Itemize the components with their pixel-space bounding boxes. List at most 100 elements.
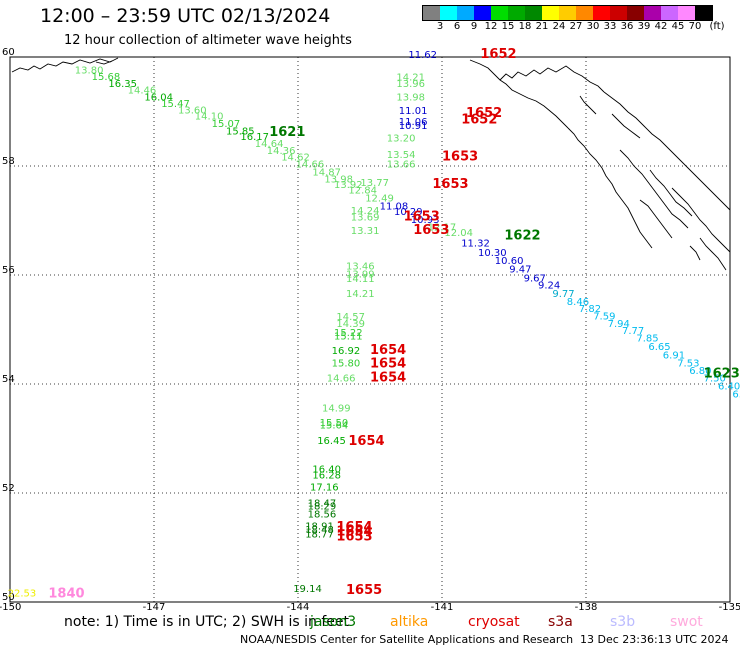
wave-height-label: 16.28 (312, 470, 341, 481)
wave-height-label: 6.65 (648, 342, 670, 353)
colorbar-label: 42 (654, 21, 668, 32)
colorbar-label: 36 (620, 21, 634, 32)
wave-height-label: 13.69 (351, 213, 380, 224)
wave-height-label: 14.11 (346, 274, 375, 285)
wave-height-label: 14.10 (195, 112, 224, 123)
colorbar-box (610, 6, 627, 20)
colorbar-unit: (ft) (709, 21, 725, 32)
wave-height-label: 16.40 (312, 464, 341, 475)
colorbar-label: 33 (603, 21, 617, 32)
wave-height-label: 10.29 (394, 207, 423, 218)
colorbar-box (457, 6, 474, 20)
wave-height-label: 13.98 (324, 174, 353, 185)
wave-height-label: 7.82 (579, 304, 601, 315)
colorbar-box (661, 6, 678, 20)
wave-height-label: 12.04 (444, 228, 473, 239)
wave-height-label: 16.92 (332, 346, 361, 357)
satellite-legend-item: jason3 (310, 614, 357, 630)
colorbar-box (644, 6, 661, 20)
pass-time-label: 1655 (346, 583, 382, 598)
lat-tick-label: 58 (2, 156, 15, 167)
wave-height-label: 7.53 (677, 359, 699, 370)
map-frame (9, 56, 731, 603)
wave-height-label: 11.32 (461, 239, 490, 250)
colorbar-label: 24 (552, 21, 566, 32)
wave-height-label: 12.17 (428, 222, 457, 233)
wave-height-label: 13.80 (75, 65, 104, 76)
colorbar-label: 30 (586, 21, 600, 32)
pass-time-label: 1623 (704, 366, 740, 381)
wave-height-label: 11.62 (408, 50, 437, 61)
colorbar-box (576, 6, 593, 20)
satellite-legend-item: cryosat (468, 614, 520, 630)
wave-height-label: 14.21 (396, 72, 425, 83)
wave-height-label: 14.64 (255, 139, 284, 150)
page-subtitle: 12 hour collection of altimeter wave hei… (64, 33, 352, 48)
wave-height-label: 6.80 (689, 366, 711, 377)
wave-height-label: 6.25 (732, 390, 740, 401)
axis-labels: 60 58 56 54 52 50-150 -147 -144 -141 -138 -135 (0, 47, 740, 613)
wave-height-label: 13.66 (387, 160, 416, 171)
wave-height-label: 18.91 (305, 522, 334, 533)
wave-height-label: 13.96 (396, 79, 425, 90)
pass-time-label: 1652 (480, 47, 516, 62)
wave-height-label: 12.49 (365, 193, 394, 204)
colorbar-label: 21 (535, 21, 549, 32)
colorbar (422, 5, 713, 21)
wave-height-label: 10.30 (478, 248, 507, 259)
colorbar-label: 9 (470, 21, 478, 32)
wave-height-label: 18.47 (308, 499, 337, 510)
pass-time-label: 1840 (48, 587, 84, 602)
wave-height-label: 14.87 (312, 167, 341, 178)
wave-height-label: 15.11 (334, 331, 363, 342)
pass-time-label: 1653 (442, 150, 478, 165)
wave-height-label: 13.60 (178, 106, 207, 117)
pass-time-label: 1654 (348, 434, 384, 449)
colorbar-box (542, 6, 559, 20)
wave-height-label: 11.01 (399, 106, 428, 117)
credit-date: 13 Dec 23:36:13 UTC 2024 (580, 633, 729, 646)
colorbar-box (678, 6, 695, 20)
pass-time-label: 1653 (413, 223, 449, 238)
pass-time-label: 1653 (404, 210, 440, 225)
wave-height-label: 10.91 (399, 121, 428, 132)
wave-height-label: 13.92 (334, 180, 363, 191)
lon-tick-label: -144 (287, 602, 310, 613)
lat-tick-label: 60 (2, 47, 15, 58)
wave-height-label: 14.66 (296, 160, 325, 171)
wave-height-label: 22.53 (8, 589, 37, 600)
satellite-legend-item: s3a (548, 614, 573, 630)
pass-time-label: 1652 (466, 106, 502, 121)
wave-height-label: 18.29 (308, 501, 337, 512)
wave-height-label: 7.59 (593, 312, 615, 323)
wave-height-observations: 13.8015.6816.3514.4616.0415.4713.6014.10… (8, 50, 740, 599)
colorbar-labels: 3 6 9 12 15 18 21 24 27 30 33 36 39 42 45 70 (ft) (422, 21, 740, 33)
wave-height-label: 13.77 (360, 178, 389, 189)
pass-time-label: 1654 (336, 525, 372, 540)
wave-height-label: 19.14 (293, 584, 322, 595)
colorbar-label: 15 (501, 21, 515, 32)
wave-height-label: 18.56 (308, 510, 337, 521)
wave-height-label: 15.64 (320, 421, 349, 432)
wave-height-label: 6.40 (718, 381, 740, 392)
wave-height-label: 12.84 (348, 185, 377, 196)
colorbar-box (491, 6, 508, 20)
pass-time-label: 1654 (336, 520, 372, 535)
pass-time-label: 1654 (370, 343, 406, 358)
wave-height-label: 14.36 (267, 146, 296, 157)
wave-height-label: 13.31 (351, 226, 380, 237)
wave-height-label: 9.47 (509, 264, 531, 275)
grid-lines (10, 57, 730, 602)
satellite-legend-item: swot (670, 614, 703, 630)
wave-height-label: 7.85 (636, 333, 658, 344)
satellite-legend-item: s3b (610, 614, 636, 630)
pass-time-label: 1652 (461, 112, 497, 127)
lat-tick-label: 56 (2, 265, 15, 276)
wave-height-label: 13.99 (346, 270, 375, 281)
wave-height-label: 10.93 (411, 215, 440, 226)
wave-height-label: 14.24 (351, 206, 380, 217)
pass-time-label: 1653 (336, 529, 372, 544)
colorbar-label: 70 (688, 21, 702, 32)
colorbar-label: 6 (453, 21, 461, 32)
